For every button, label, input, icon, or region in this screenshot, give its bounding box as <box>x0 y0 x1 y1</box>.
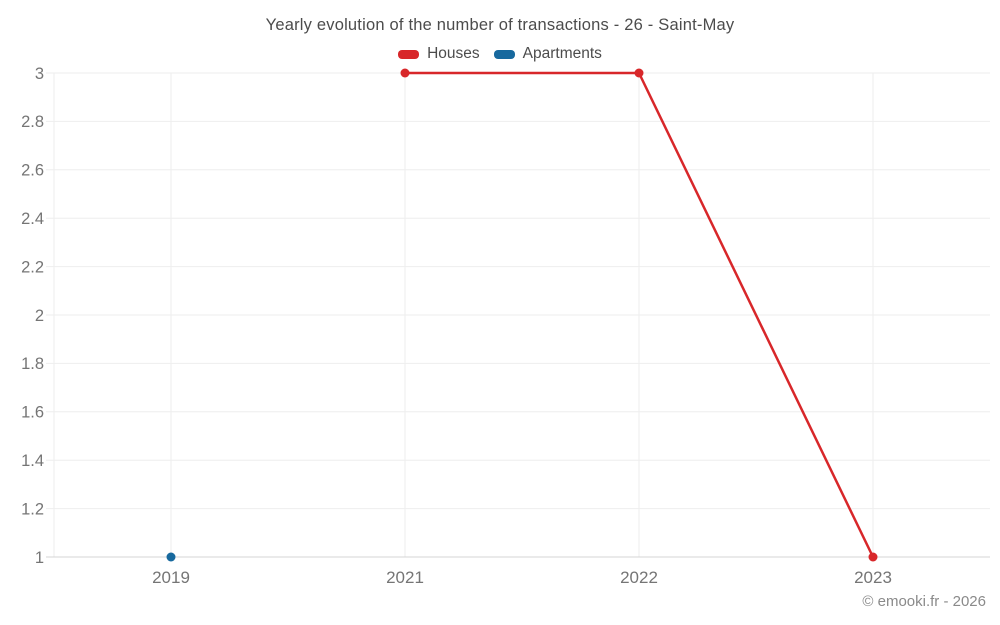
x-tick-label-2022: 2022 <box>620 568 658 587</box>
copyright-credit: © emooki.fr - 2026 <box>862 593 986 610</box>
apartments-series-swatch <box>493 49 515 59</box>
houses-data-point-2021 <box>400 68 410 78</box>
y-tick-label-3: 3 <box>35 65 44 83</box>
y-tick-label-2.2: 2.2 <box>21 258 44 276</box>
y-tick-label-1.6: 1.6 <box>21 404 44 422</box>
legend-item-houses[interactable]: Houses <box>398 45 480 63</box>
y-tick-label-1: 1 <box>35 549 44 567</box>
x-tick-label-2023: 2023 <box>854 568 892 587</box>
apartments-series-label: Apartments <box>522 45 602 62</box>
chart-title: Yearly evolution of the number of transa… <box>265 16 735 34</box>
y-tick-label-2: 2 <box>35 307 44 325</box>
x-tick-label-2021: 2021 <box>386 568 424 587</box>
x-tick-label-2019: 2019 <box>152 568 190 587</box>
houses-series-swatch <box>398 49 420 59</box>
y-tick-label-2.4: 2.4 <box>21 210 44 228</box>
y-tick-label-1.2: 1.2 <box>21 500 44 518</box>
apartments-data-point-2019 <box>166 552 176 562</box>
y-tick-label-2.6: 2.6 <box>21 162 44 180</box>
houses-data-point-2022 <box>634 68 644 78</box>
legend: Houses Apartments <box>0 45 1000 63</box>
houses-series-label: Houses <box>427 45 480 62</box>
legend-item-apartments[interactable]: Apartments <box>493 45 602 63</box>
y-tick-label-1.4: 1.4 <box>21 452 44 470</box>
y-tick-label-1.8: 1.8 <box>21 355 44 373</box>
houses-data-point-2023 <box>868 552 878 562</box>
y-tick-label-2.8: 2.8 <box>21 113 44 131</box>
